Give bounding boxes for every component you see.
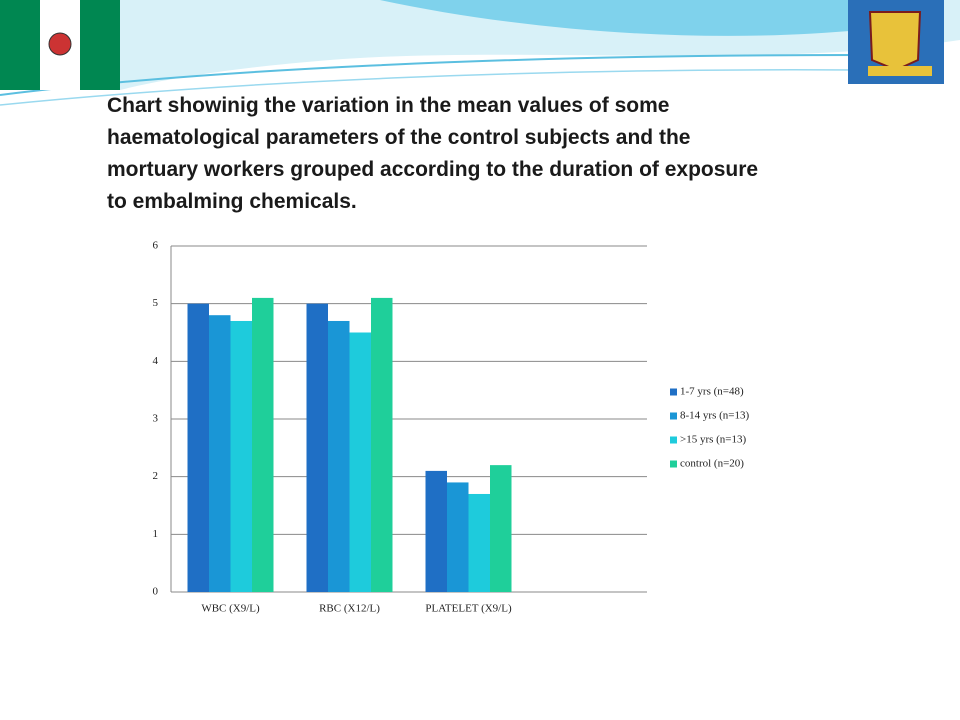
bar <box>447 482 469 592</box>
legend-label: 1-7 yrs (n=48) <box>680 386 744 398</box>
logo-shield <box>868 11 922 72</box>
legend-label: >15 yrs (n=13) <box>680 434 747 446</box>
legend-label: control (n=20) <box>680 458 744 470</box>
decoration <box>380 0 860 36</box>
bar <box>306 303 328 592</box>
bar <box>468 493 490 592</box>
legend-swatch <box>670 436 677 444</box>
chart-title: Chart showinig the variation in the mean… <box>107 94 759 213</box>
legend-swatch <box>670 460 677 468</box>
flag <box>0 0 40 90</box>
bar <box>230 320 252 592</box>
bar <box>490 465 512 592</box>
bar <box>209 315 231 592</box>
y-tick-label: 4 <box>153 355 159 367</box>
legend-swatch <box>670 388 677 396</box>
y-tick-label: 0 <box>153 586 159 598</box>
legend-swatch <box>670 412 677 420</box>
x-tick-label: WBC (X9/L) <box>201 603 260 615</box>
y-tick-label: 1 <box>153 528 159 540</box>
logo-banner <box>868 66 932 76</box>
bar <box>349 332 371 592</box>
bar <box>371 297 393 592</box>
y-tick-label: 2 <box>153 470 159 482</box>
x-tick-label: PLATELET (X9/L) <box>425 603 512 615</box>
coat-of-arms <box>48 32 72 56</box>
bar <box>187 303 209 592</box>
bar <box>328 320 350 592</box>
y-tick-label: 6 <box>153 240 159 252</box>
bar <box>252 297 274 592</box>
flag <box>80 0 120 90</box>
legend-label: 8-14 yrs (n=13) <box>680 410 749 422</box>
y-tick-label: 5 <box>153 297 159 309</box>
x-tick-label: RBC (X12/L) <box>319 603 380 615</box>
y-tick-label: 3 <box>153 413 159 425</box>
decoration <box>0 69 861 106</box>
bar <box>425 470 447 592</box>
